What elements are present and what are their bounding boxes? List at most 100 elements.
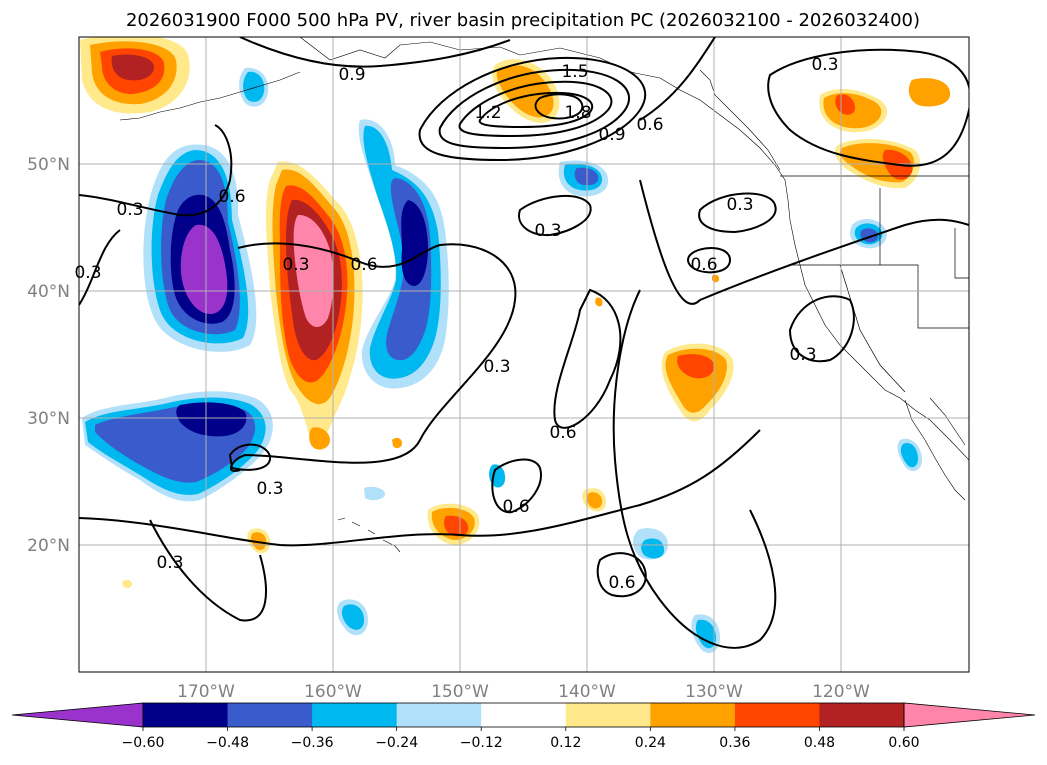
- pv-0.3-subtrop: [79, 429, 761, 547]
- pv-0.3-left: [79, 229, 121, 306]
- pv-0.6-mid: [230, 242, 517, 472]
- contour-label: 1.8: [564, 103, 591, 123]
- colorbar-tick-label: −0.12: [460, 735, 503, 751]
- pv-0.3-east: [639, 179, 969, 305]
- contour-label: 0.3: [116, 200, 143, 220]
- pv-contours: [79, 37, 969, 649]
- colorbar-segment: [143, 703, 229, 727]
- colorbar-tick-label: −0.48: [206, 735, 249, 751]
- political-borders: [780, 175, 969, 393]
- pv-0.6-mini2: [596, 552, 647, 598]
- colorbar-segment: [312, 703, 398, 727]
- shade-small-19n2: [641, 538, 665, 559]
- pv-0.3-mid-pac: [518, 194, 592, 237]
- pv-jet-2: [438, 68, 631, 150]
- contour-label: 0.9: [338, 65, 365, 85]
- gridlines: [79, 37, 969, 672]
- contour-label: 0.6: [608, 573, 635, 593]
- colorbar-segments: [11, 702, 1036, 728]
- pv-jet-4: [478, 91, 593, 129]
- coastlines: [119, 37, 969, 553]
- colorbar-extend-min: [11, 702, 144, 728]
- shade-small-tiny-2: [392, 437, 402, 449]
- contour-label: 0.6: [218, 187, 245, 207]
- pv-big-0.6: [239, 37, 716, 121]
- pv-0.6-ne: [687, 247, 732, 274]
- pv-0.3-sw: [149, 519, 267, 622]
- colorbar-tick-label: 0.48: [804, 735, 835, 751]
- lat-label: 50°N: [27, 155, 70, 175]
- map-frame: [78, 36, 970, 673]
- colorbar: −0.60 −0.48 −0.36 −0.24 −0.12 0.12 0.24 0.36 0.4…: [11, 702, 1036, 751]
- coast-bc: [699, 69, 781, 171]
- contour-labels: 1.5 1.2 1.8 0.9 0.9 0.6 0.3 0.3 0.6 0.3 …: [74, 55, 838, 593]
- pv-0.6-small: [553, 288, 622, 429]
- shade-ne-orange-3: [908, 78, 951, 107]
- contour-label: 0.3: [789, 345, 816, 365]
- pv-0.3-ne2: [698, 192, 777, 234]
- shade-small-15n2: [341, 604, 364, 630]
- colorbar-outline: [142, 702, 905, 728]
- colorbar-tick-label: −0.24: [375, 735, 418, 751]
- pv-0.6-east-loop: [612, 289, 777, 649]
- islands-hawaii: [337, 517, 401, 553]
- contour-label: 0.9: [598, 125, 625, 145]
- map-background: [79, 37, 969, 672]
- contour-label: 0.6: [350, 255, 377, 275]
- lon-label: 170°W: [177, 682, 235, 702]
- colorbar-ticks: −0.60 −0.48 −0.36 −0.24 −0.12 0.12 0.24 0.36 0.4…: [122, 727, 920, 751]
- border-states-3: [839, 264, 906, 393]
- border-states-1: [790, 264, 969, 329]
- colorbar-tick-label: 0.12: [550, 735, 581, 751]
- colorbar-tick-label: 0.60: [888, 735, 919, 751]
- pv-jet-1: [418, 56, 647, 162]
- coast-alaska: [299, 37, 969, 461]
- shade-orange-34n3: [677, 354, 715, 379]
- contour-label: 0.3: [282, 255, 309, 275]
- lat-label: 20°N: [27, 536, 70, 556]
- shade-blue-30n-core: [176, 402, 247, 437]
- shade-warm-162-small: [309, 427, 330, 450]
- lon-label: 130°W: [685, 682, 743, 702]
- colorbar-segment: [734, 703, 820, 727]
- shade-warm-162-core: [293, 214, 334, 327]
- lon-label: 160°W: [304, 682, 362, 702]
- colorbar-segment: [396, 703, 482, 727]
- contour-label: 0.3: [726, 195, 753, 215]
- pv-0.3-ca: [788, 295, 855, 363]
- figure-title: 2026031900 F000 500 hPa PV, river basin …: [126, 10, 920, 31]
- colorbar-tick-label: −0.60: [122, 735, 165, 751]
- shade-small-tiny-4: [122, 579, 132, 589]
- colorbar-segment: [565, 703, 651, 727]
- map-panel: 1.5 1.2 1.8 0.9 0.9 0.6 0.3 0.3 0.6 0.3 …: [74, 36, 970, 673]
- lat-label: 40°N: [27, 282, 70, 302]
- colorbar-segment: [650, 703, 736, 727]
- border-states-2: [879, 188, 969, 279]
- shade-small-a2: [243, 71, 265, 102]
- colorbar-segment: [481, 703, 567, 727]
- colorbar-segment: [819, 703, 905, 727]
- lon-axis: 170°W 160°W 150°W 140°W 130°W 120°W: [177, 682, 870, 702]
- shade-small-20n-a3: [443, 515, 469, 537]
- pv-w-0.3: [79, 124, 233, 217]
- contour-label: 0.6: [549, 423, 576, 443]
- shade-blue-155-core: [401, 200, 428, 286]
- contour-label: 1.2: [474, 103, 501, 123]
- colorbar-extend-max: [903, 702, 1036, 728]
- shade-ne-orange-1c: [835, 94, 855, 115]
- coast-baja: [904, 399, 966, 501]
- lon-label: 140°W: [558, 682, 616, 702]
- shade-small-tiny-3: [595, 297, 603, 307]
- colorbar-tick-label: 0.36: [719, 735, 750, 751]
- contour-label: 0.3: [256, 479, 283, 499]
- pv-ne-0.3: [767, 48, 969, 167]
- contour-label: 0.6: [502, 497, 529, 517]
- lat-axis: 50°N 40°N 30°N 20°N: [27, 155, 70, 556]
- shade-nw-core: [111, 54, 155, 81]
- contour-label: 0.6: [636, 115, 663, 135]
- pv-0.3-small-left: [228, 443, 272, 471]
- lon-label: 120°W: [812, 682, 870, 702]
- lon-label: 150°W: [431, 682, 489, 702]
- shade-small-23n2: [586, 492, 603, 509]
- colorbar-tick-label: −0.36: [291, 735, 334, 751]
